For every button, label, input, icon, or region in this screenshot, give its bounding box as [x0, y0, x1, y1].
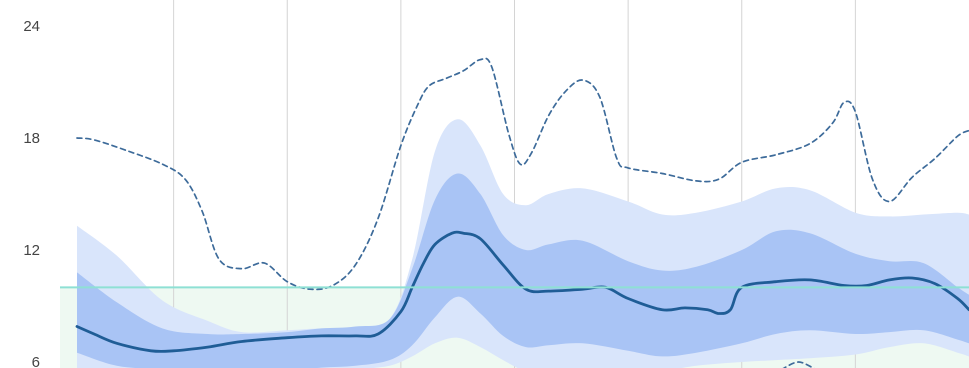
y-tick-label-12: 12 — [23, 242, 40, 259]
upper-dashed-line — [76, 57, 969, 291]
median-line — [75, 230, 969, 353]
series-group — [75, 57, 969, 368]
y-tick-label-24: 24 — [23, 18, 40, 35]
y-tick-label-18: 18 — [23, 130, 40, 147]
bottom-bump-line — [782, 361, 815, 368]
y-axis-ticks: 6 12 18 24 — [23, 18, 40, 368]
inner-band — [77, 173, 969, 368]
y-tick-label-6: 6 — [32, 354, 40, 368]
